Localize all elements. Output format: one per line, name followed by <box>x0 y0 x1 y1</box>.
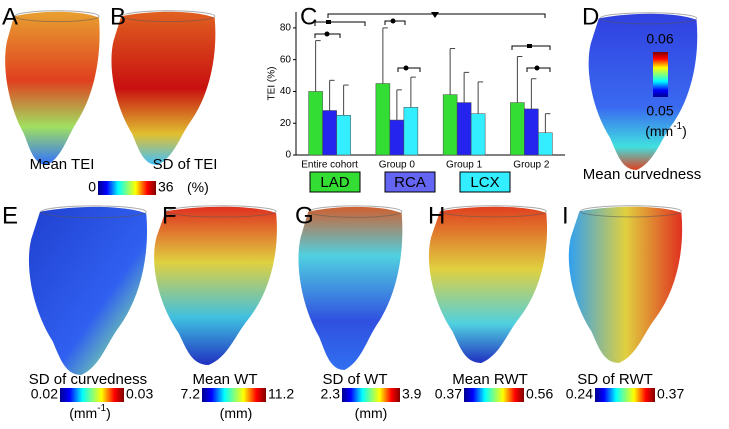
colorbar <box>98 181 156 195</box>
colorbar <box>342 388 400 402</box>
colorbar-high: 3.9 <box>402 386 422 402</box>
colorbar <box>653 52 668 97</box>
colorbar-high: 36 <box>158 179 174 195</box>
bar <box>510 102 525 156</box>
colorbar-low: 0.24 <box>566 386 593 402</box>
heart-rim <box>166 205 277 218</box>
unit-base: (mm) <box>355 405 388 421</box>
heart-rendering <box>5 11 100 166</box>
legend-label: LCX <box>470 174 499 191</box>
colorbar-unit: (mm-1) <box>645 121 687 139</box>
colorbar <box>595 388 655 402</box>
heart-rim <box>40 205 147 219</box>
y-tick-label: 40 <box>280 86 292 97</box>
panel-letter: B <box>110 3 126 30</box>
heart-rendering <box>568 206 683 363</box>
heart-rendering <box>588 13 698 171</box>
legend-label: RCA <box>394 174 426 191</box>
panel-letter: I <box>562 202 569 229</box>
colorbar-low: 0.05 <box>646 103 673 119</box>
bar <box>524 108 539 156</box>
x-tick-label: Group 0 <box>379 160 416 171</box>
panel-caption: SD of RWT <box>577 371 653 388</box>
panel-letter: E <box>2 202 18 229</box>
x-tick-label: Entire cohort <box>301 160 358 171</box>
unit-base: (mm) <box>220 405 253 421</box>
panel-caption: SD of TEI <box>153 156 218 173</box>
y-axis-label: TEI (%) <box>267 67 278 101</box>
heart-rim <box>599 12 698 25</box>
panel-letter: H <box>428 202 445 229</box>
unit-base: (%) <box>187 179 209 195</box>
unit-base: (mm <box>645 123 673 139</box>
panel-letter: F <box>162 202 177 229</box>
x-tick-label: Group 1 <box>446 160 483 171</box>
bar <box>470 113 486 156</box>
panel-letter: C <box>300 3 317 30</box>
colorbar <box>60 388 124 402</box>
legend-swatch <box>459 171 511 193</box>
bar <box>389 119 405 156</box>
panel-caption: Mean RWT <box>452 371 528 388</box>
colorbar-low: 7.2 <box>181 386 201 402</box>
unit-base: (mm <box>69 405 97 421</box>
colorbar-low: 0.37 <box>435 386 462 402</box>
legend-label: LAD <box>320 174 349 191</box>
panel-caption: SD of curvedness <box>29 371 147 388</box>
heart-rim <box>121 10 216 23</box>
heart-rim <box>440 205 547 218</box>
heart-rendering <box>298 206 403 370</box>
bar <box>403 107 419 156</box>
colorbar-unit: (mm) <box>355 405 388 421</box>
legend-swatch <box>309 171 361 193</box>
y-tick-label: 0 <box>285 150 291 161</box>
bar <box>336 115 351 156</box>
heart-rim <box>14 10 100 23</box>
heart-rendering <box>111 11 216 166</box>
y-tick-label: 60 <box>280 54 292 65</box>
unit-close: ) <box>106 405 111 421</box>
colorbar-high: 0.56 <box>526 386 553 402</box>
colorbar-high: 11.2 <box>268 386 294 402</box>
colorbar-unit: (%) <box>187 179 209 195</box>
heart-rim <box>580 205 682 218</box>
colorbar-low: 2.3 <box>321 386 341 402</box>
heart-rendering <box>28 206 148 375</box>
bar <box>442 94 458 156</box>
colorbar-unit: (mm) <box>220 405 253 421</box>
bar <box>375 83 391 156</box>
heart-rendering <box>154 206 277 365</box>
legend-swatch <box>384 171 436 193</box>
panel-letter: A <box>2 3 18 30</box>
x-tick-label: Group 2 <box>513 160 550 171</box>
colorbar-low: 0 <box>88 179 96 195</box>
y-tick-label: 80 <box>280 23 292 34</box>
colorbar-unit: (mm-1) <box>69 403 111 421</box>
colorbar-low: 0.02 <box>31 386 58 402</box>
heart-rendering <box>428 206 548 363</box>
bar <box>322 110 337 156</box>
panel-caption: Mean WT <box>192 371 257 388</box>
bar <box>456 102 472 156</box>
significance-brackets <box>314 12 551 72</box>
panel-caption: SD of WT <box>322 371 387 388</box>
y-tick-label: 20 <box>280 118 292 129</box>
panel-caption: Mean TEI <box>30 156 95 173</box>
colorbar <box>202 388 266 402</box>
panel-caption: Mean curvedness <box>583 166 701 183</box>
unit-exponent: -1 <box>97 403 106 414</box>
panel-letter: G <box>295 202 314 229</box>
panel-letter: D <box>582 3 599 30</box>
unit-exponent: -1 <box>673 121 682 132</box>
colorbar <box>464 388 524 402</box>
colorbar-high: 0.37 <box>657 386 684 402</box>
colorbar-high: 0.03 <box>126 386 153 402</box>
colorbar-high: 0.06 <box>646 31 673 47</box>
bar <box>308 91 323 156</box>
unit-close: ) <box>682 123 687 139</box>
bar <box>538 132 553 156</box>
heart-rim <box>308 205 403 218</box>
